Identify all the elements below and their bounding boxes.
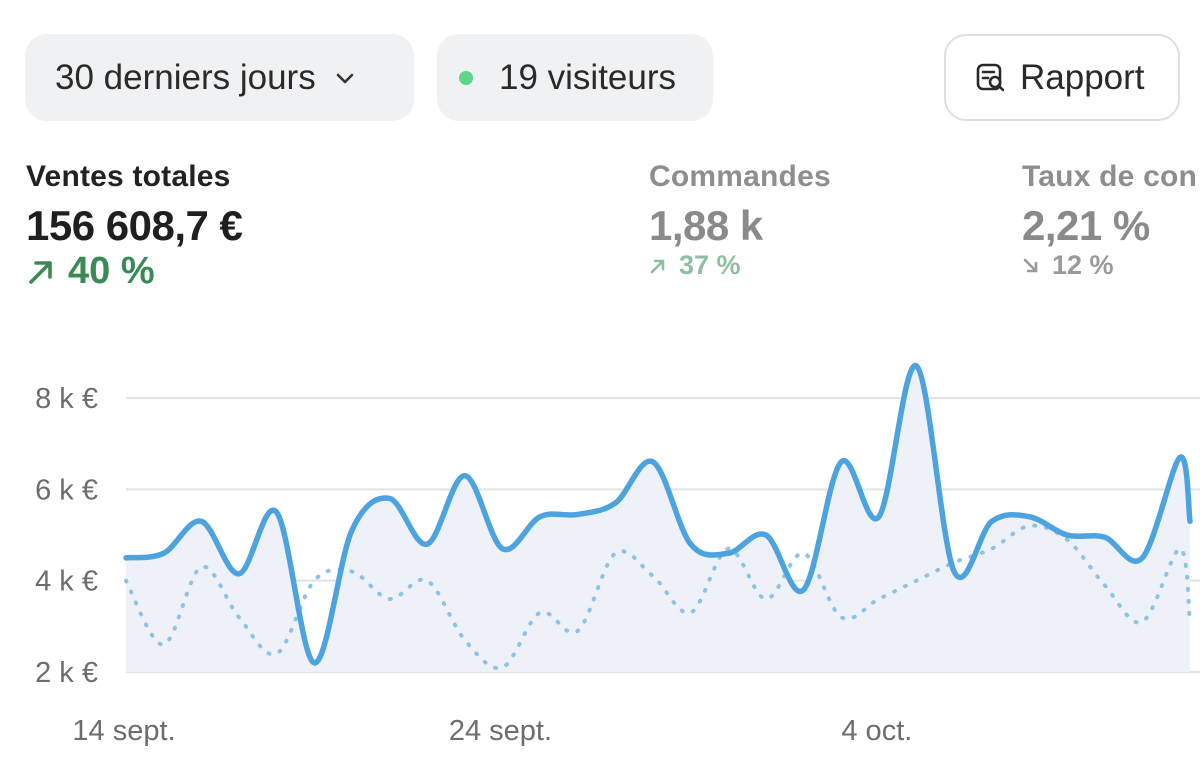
- y-tick-label: 2 k €: [35, 657, 98, 689]
- x-tick-label: 4 oct.: [841, 715, 912, 747]
- report-search-icon: [974, 61, 1008, 95]
- metric-value: 156 608,7 €: [26, 202, 243, 249]
- y-axis-labels: 2 k € 4 k € 6 k € 8 k €: [35, 383, 98, 689]
- chevron-down-icon: [332, 65, 358, 91]
- metric-orders[interactable]: Commandes 1,88 k 37 %: [649, 160, 831, 281]
- date-range-label: 30 derniers jours: [55, 57, 316, 97]
- metric-delta-value: 37 %: [679, 250, 741, 280]
- metric-delta: 40 %: [26, 250, 242, 293]
- metric-label: Ventes totales: [26, 160, 231, 193]
- trend-down-icon: [1023, 258, 1038, 272]
- visitors-label: 19 visiteurs: [499, 57, 677, 97]
- metric-label: Taux de con: [1022, 160, 1198, 193]
- current-series-area: [126, 365, 1190, 672]
- date-range-dropdown[interactable]: 30 derniers jours: [25, 34, 414, 121]
- trend-up-icon: [650, 259, 665, 273]
- y-tick-label: 6 k €: [35, 474, 98, 506]
- metric-label: Commandes: [649, 160, 831, 193]
- metric-value: 1,88 k: [649, 202, 763, 249]
- x-tick-label: 24 sept.: [449, 715, 552, 747]
- metric-value: 2,21 %: [1022, 202, 1150, 249]
- sales-line-chart[interactable]: 2 k € 4 k € 6 k € 8 k € 14 sept. 24 sept. 4 o…: [0, 330, 1200, 775]
- report-button[interactable]: Rapport: [944, 34, 1180, 121]
- trend-up-icon: [29, 260, 52, 284]
- metric-delta-value: 12 %: [1052, 250, 1114, 280]
- metric-delta-value: 40 %: [68, 250, 155, 292]
- metric-total-sales[interactable]: Ventes totales 156 608,7 € 40 %: [26, 160, 243, 293]
- metric-conversion-rate[interactable]: Taux de con 2,21 % 12 %: [1022, 160, 1197, 281]
- metric-delta: 12 %: [1022, 250, 1197, 281]
- y-tick-label: 4 k €: [35, 566, 98, 598]
- live-status-dot: [459, 70, 473, 85]
- y-tick-label: 8 k €: [35, 383, 98, 415]
- live-visitors-badge[interactable]: 19 visiteurs: [437, 34, 713, 121]
- x-axis-labels: 14 sept. 24 sept. 4 oct.: [72, 715, 912, 747]
- metric-delta: 37 %: [649, 250, 831, 281]
- report-label: Rapport: [1020, 57, 1145, 97]
- x-tick-label: 14 sept.: [72, 715, 175, 747]
- chart-series: [123, 363, 1193, 672]
